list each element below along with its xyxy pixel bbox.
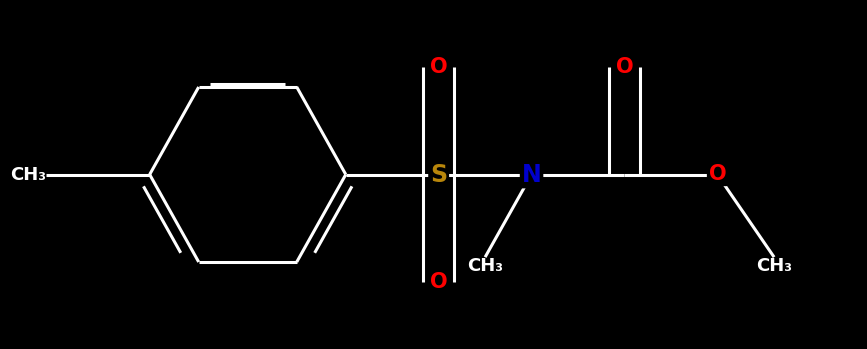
Text: CH₃: CH₃ — [10, 165, 47, 184]
Text: O: O — [708, 164, 727, 185]
Text: S: S — [430, 163, 447, 186]
Text: O: O — [616, 57, 633, 76]
Text: N: N — [522, 163, 541, 186]
Text: CH₃: CH₃ — [467, 257, 503, 275]
Text: CH₃: CH₃ — [756, 257, 792, 275]
Text: O: O — [430, 273, 447, 292]
Text: O: O — [430, 57, 447, 76]
